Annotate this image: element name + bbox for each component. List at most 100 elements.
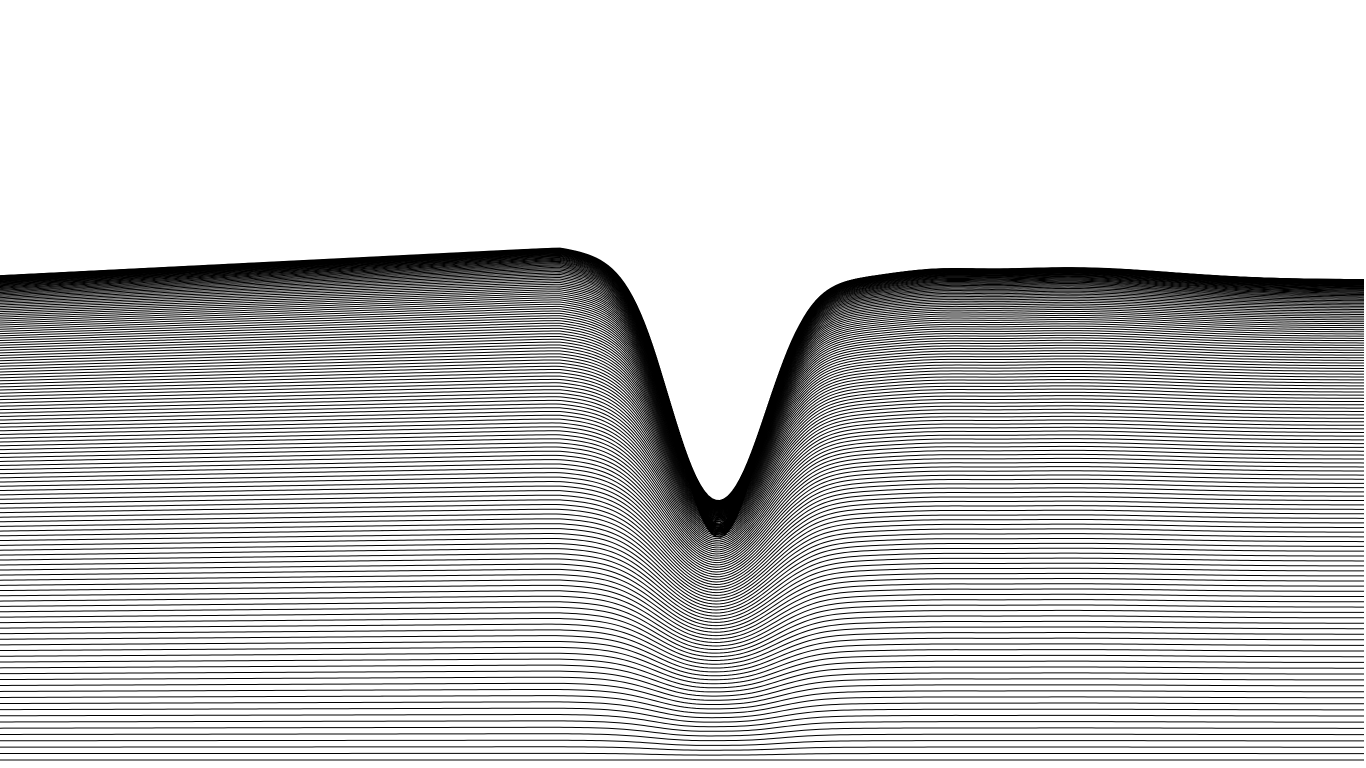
wave-line [0, 726, 1364, 737]
wave-line [0, 407, 1365, 540]
wave-line [0, 353, 1365, 517]
wave-line [0, 568, 1364, 630]
wave-line [0, 652, 1364, 685]
wave-line [0, 664, 1365, 693]
wave-line [0, 485, 1365, 580]
wave-line [0, 344, 1365, 513]
wave-line [0, 325, 1365, 507]
wave-line [0, 399, 1365, 536]
wave-line [0, 590, 1364, 643]
wave-line [0, 414, 1365, 543]
wave-line [0, 369, 1365, 523]
wave-line [0, 481, 1365, 578]
wave-line [0, 584, 1364, 640]
wave-line [0, 523, 1364, 602]
wave-line [0, 618, 1365, 661]
wave-line [0, 629, 1364, 669]
wave-line [0, 640, 1364, 677]
wave-line [0, 392, 1365, 533]
wave-line [0, 601, 1364, 651]
wave-line [0, 646, 1364, 681]
wave-line [0, 434, 1365, 553]
wave-line [0, 426, 1364, 549]
wave-line [0, 733, 1364, 742]
wave-line [0, 410, 1365, 541]
wave-line [0, 422, 1365, 547]
wave-line [0, 518, 1364, 599]
wave-line [0, 701, 1365, 719]
wave-line [0, 396, 1365, 534]
wave-line [0, 543, 1364, 614]
wave-line [0, 595, 1365, 647]
wave-line [0, 403, 1364, 538]
wave-line [0, 538, 1364, 611]
wave-line [0, 513, 1365, 596]
wave-line [0, 739, 1364, 746]
wave-line [0, 382, 1365, 528]
wave-line [0, 467, 1364, 571]
wave-line [0, 612, 1364, 658]
wave-line [0, 454, 1364, 564]
wave-line [0, 385, 1365, 530]
wave-line [0, 658, 1364, 689]
wave-line [0, 533, 1364, 608]
wave-line [0, 635, 1364, 673]
wave-line [0, 499, 1365, 588]
wave-line [0, 317, 1365, 505]
wave-line [0, 472, 1365, 573]
wave-line [0, 320, 1365, 506]
wave-line [0, 322, 1365, 507]
wave-line [0, 752, 1364, 756]
wave-line [0, 327, 1365, 508]
wave-line [0, 463, 1364, 568]
wave-line [0, 378, 1365, 527]
wave-line [0, 335, 1365, 511]
wave-line [0, 389, 1365, 531]
wave-line [0, 372, 1365, 524]
wave-line [0, 330, 1365, 509]
wave-line [0, 606, 1364, 654]
wave-line [0, 670, 1364, 697]
wave-line [0, 676, 1364, 701]
wave-line [0, 490, 1365, 583]
wave-line [0, 450, 1365, 561]
wave-line [0, 362, 1365, 520]
wave-line [0, 365, 1365, 521]
wave-line [0, 688, 1364, 710]
wave-line [0, 375, 1365, 525]
wave-line [0, 459, 1365, 566]
wave-line [0, 746, 1364, 751]
wave-line [0, 341, 1365, 512]
wave-line [0, 494, 1365, 586]
wave-line [0, 333, 1365, 510]
wave-line [0, 359, 1365, 519]
wave-line [0, 558, 1364, 623]
wave-line [0, 338, 1365, 511]
wave-line [0, 418, 1365, 545]
wave-line [0, 579, 1364, 637]
wave-line [0, 528, 1365, 605]
wave-line [0, 356, 1365, 518]
wave-line [0, 442, 1365, 557]
wave-line [0, 707, 1364, 723]
wave-line [0, 446, 1364, 559]
wave-line [0, 438, 1365, 555]
wave-line [0, 476, 1364, 575]
wave-line [0, 548, 1365, 617]
wave-line [0, 574, 1365, 633]
wave-line [0, 504, 1364, 591]
wave-line [0, 553, 1365, 620]
wave-line [0, 350, 1365, 515]
wave-line [0, 508, 1364, 594]
wave-line [0, 347, 1365, 514]
wave-line [0, 682, 1365, 706]
wave-line [0, 695, 1364, 714]
wave-line [0, 720, 1364, 732]
wave-line [0, 430, 1365, 551]
line-stack [0, 247, 1365, 761]
wave-line [0, 563, 1365, 627]
wave-line [0, 714, 1364, 728]
